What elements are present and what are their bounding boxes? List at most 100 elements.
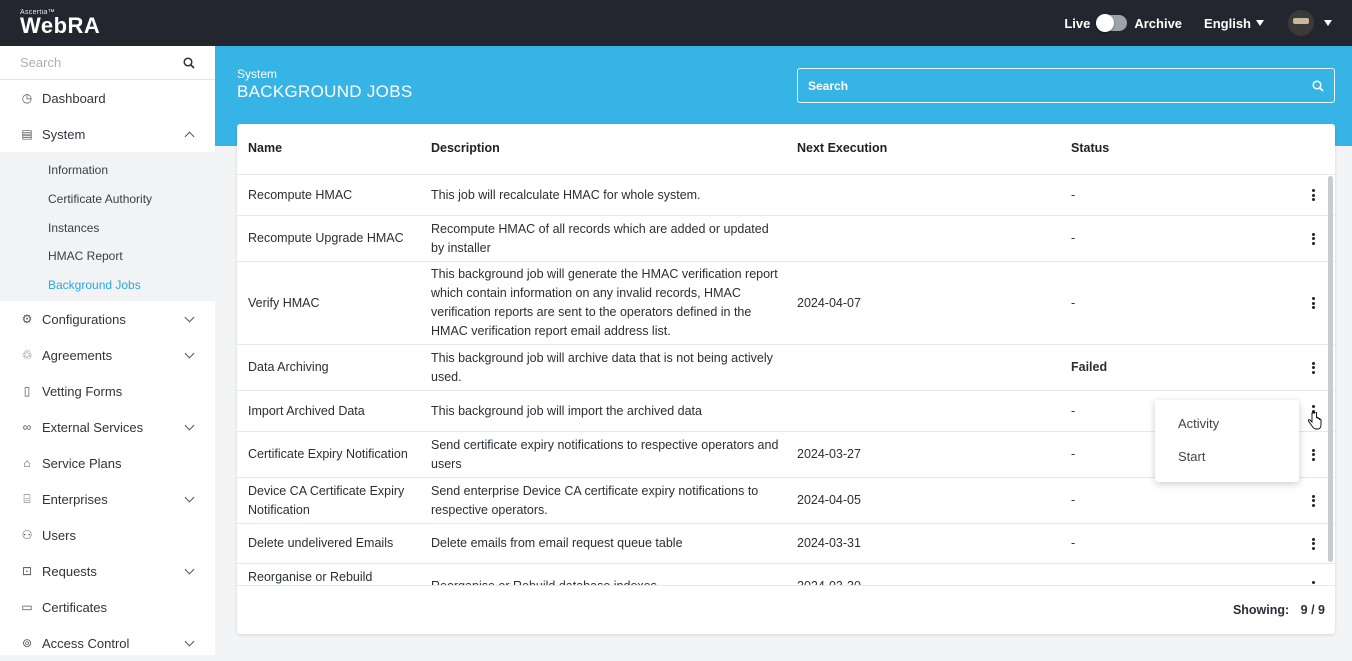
job-description: This job will recalculate HMAC for whole…	[431, 187, 701, 202]
form-icon: ▯	[23, 384, 31, 399]
more-options-icon[interactable]	[1311, 494, 1315, 507]
job-next-execution: 2024-04-07	[797, 295, 861, 310]
sidebar-item-label: Service Plans	[42, 455, 122, 471]
job-name: Recompute Upgrade HMAC	[248, 231, 404, 245]
user-menu-chevron-icon[interactable]	[1324, 20, 1332, 26]
more-options-icon[interactable]	[1311, 580, 1315, 586]
sidebar-item-label: Requests	[42, 563, 97, 579]
search-input[interactable]: Search	[797, 68, 1335, 103]
job-name: Certificate Expiry Notification	[248, 447, 408, 461]
job-name: Verify HMAC	[248, 295, 320, 310]
table-row[interactable]: Recompute Upgrade HMAC Recompute HMAC of…	[237, 216, 1335, 262]
more-options-icon[interactable]	[1311, 361, 1315, 374]
logo[interactable]: Ascertia™ WebRA	[20, 9, 100, 38]
sidebar-item-access-control[interactable]: ⊚ Access Control	[0, 625, 215, 661]
column-header-description[interactable]: Description	[431, 141, 500, 155]
more-options-icon[interactable]	[1311, 189, 1315, 201]
dashboard-icon: ◷	[21, 91, 33, 105]
job-description: Reorganise or Rebuild database indexes	[431, 564, 781, 585]
sidebar-subitem-certificate-authority[interactable]: Certificate Authority	[48, 192, 153, 207]
jobs-table: Name Description Next Execution Status R…	[237, 124, 1335, 634]
avatar[interactable]	[1288, 10, 1314, 36]
search-placeholder: Search	[808, 78, 849, 93]
job-status: -	[1071, 493, 1076, 507]
job-next-execution	[797, 391, 997, 431]
job-description: This background job will import the arch…	[431, 403, 702, 418]
table-row[interactable]: Data Archiving This background job will …	[237, 345, 1335, 391]
sidebar-search-input[interactable]: Search	[20, 55, 62, 70]
sidebar-subitem-instances[interactable]: Instances	[48, 220, 100, 235]
table-row[interactable]: Recompute HMAC This job will recalculate…	[237, 175, 1335, 216]
table-row[interactable]: Device CA Certificate Expiry Notificatio…	[237, 478, 1335, 524]
job-description: Send certificate expiry notifications to…	[431, 437, 779, 471]
sidebar-item-vetting-forms[interactable]: ▯ Vetting Forms	[0, 373, 215, 409]
column-header-name[interactable]: Name	[248, 141, 283, 155]
certificate-icon: ▭	[21, 600, 33, 615]
job-next-execution: 2024-04-05	[797, 493, 861, 507]
menu-item-start[interactable]: Start	[1178, 449, 1206, 464]
job-next-execution: 2024-03-31	[797, 536, 861, 550]
table-row[interactable]: Reorganise or Rebuild Indexes Reorganise…	[237, 564, 1335, 585]
sidebar-subitem-hmac-report[interactable]: HMAC Report	[48, 249, 123, 264]
job-status: -	[1071, 536, 1076, 550]
table-row[interactable]: Certificate Expiry Notification Send cer…	[237, 432, 1335, 478]
table-footer: Showing: 9 / 9	[237, 585, 1335, 634]
table-row[interactable]: Verify HMAC This background job will gen…	[237, 262, 1335, 345]
table-row[interactable]: Delete undelivered Emails Delete emails …	[237, 524, 1335, 564]
more-options-icon[interactable]	[1311, 448, 1315, 461]
sidebar-item-enterprises[interactable]: ⌸ Enterprises	[0, 481, 215, 517]
breadcrumb[interactable]: System	[237, 67, 278, 81]
job-description: This background job will archive data th…	[431, 350, 773, 384]
language-dropdown[interactable]: English	[1204, 16, 1264, 31]
job-status: -	[1071, 187, 1076, 202]
sidebar-item-users[interactable]: ⚇ Users	[0, 517, 215, 553]
job-status: Failed	[1071, 360, 1108, 374]
chevron-down-icon	[184, 492, 195, 503]
column-header-next-execution[interactable]: Next Execution	[797, 141, 888, 155]
more-options-icon[interactable]	[1311, 297, 1315, 309]
job-description: This background job will generate the HM…	[431, 267, 778, 338]
plans-icon: ⌂	[23, 456, 31, 471]
page-title: BACKGROUND JOBS	[237, 82, 413, 101]
search-icon[interactable]	[183, 56, 195, 69]
sidebar-item-external-services[interactable]: ∞ External Services	[0, 409, 215, 445]
menu-item-activity[interactable]: Activity	[1178, 416, 1220, 431]
job-name: Recompute HMAC	[248, 187, 353, 202]
sidebar-subitem-information[interactable]: Information	[48, 163, 109, 178]
job-description: Send enterprise Device CA certificate ex…	[431, 483, 759, 517]
sidebar-item-agreements[interactable]: ♲ Agreements	[0, 337, 215, 373]
sidebar-item-label: Agreements	[42, 347, 113, 363]
sidebar-item-requests[interactable]: ⊡ Requests	[0, 553, 215, 589]
column-header-status[interactable]: Status	[1071, 141, 1110, 155]
job-next-execution: 2024-03-27	[797, 447, 861, 461]
sidebar-item-dashboard[interactable]: ◷ Dashboard	[0, 80, 215, 116]
job-name: Device CA Certificate Expiry Notificatio…	[248, 483, 405, 517]
sidebar-item-label: Users	[42, 527, 76, 543]
link-icon: ∞	[22, 420, 32, 435]
job-name: Import Archived Data	[248, 403, 365, 418]
sidebar-item-configurations[interactable]: ⚙ Configurations	[0, 301, 215, 337]
live-archive-toggle[interactable]	[1096, 14, 1128, 32]
table-row[interactable]: Import Archived Data This background job…	[237, 391, 1335, 432]
sidebar-item-service-plans[interactable]: ⌂ Service Plans	[0, 445, 215, 481]
more-options-icon[interactable]	[1311, 232, 1315, 245]
brand-tagline: Ascertia™	[20, 9, 55, 16]
brand-name: WebRA	[20, 13, 101, 38]
sidebar-search[interactable]: Search	[0, 46, 215, 80]
sidebar-subitem-background-jobs[interactable]: Background Jobs	[48, 278, 141, 293]
sidebar-item-system[interactable]: ▤ System	[0, 116, 215, 152]
sidebar-item-certificates[interactable]: ▭ Certificates	[0, 589, 215, 625]
requests-icon: ⊡	[21, 564, 33, 579]
job-status: -	[1071, 447, 1076, 461]
chevron-down-icon	[184, 420, 195, 431]
job-name: Delete undelivered Emails	[248, 536, 394, 550]
sidebar-item-label: Access Control	[42, 635, 130, 651]
search-icon[interactable]	[1312, 79, 1324, 92]
hand-cursor-icon	[1308, 412, 1322, 430]
table-body[interactable]: Recompute HMAC This job will recalculate…	[237, 175, 1335, 585]
sidebar-item-label: Certificates	[42, 599, 108, 615]
job-description: Recompute HMAC of all records which are …	[431, 221, 769, 255]
more-options-icon[interactable]	[1311, 537, 1315, 550]
table-scrollbar[interactable]	[1328, 176, 1333, 562]
job-next-execution: 2024-03-30	[797, 564, 997, 585]
